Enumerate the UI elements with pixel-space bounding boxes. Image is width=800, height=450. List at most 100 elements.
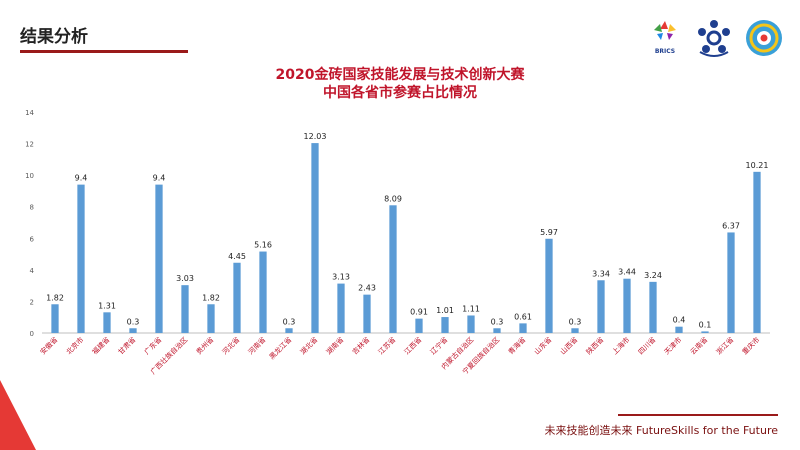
data-label: 3.34 xyxy=(592,269,610,278)
data-label: 3.24 xyxy=(644,271,662,280)
x-tick-label: 上海市 xyxy=(610,335,631,356)
x-tick-label: 四川省 xyxy=(636,335,657,356)
x-tick-label: 青海省 xyxy=(506,335,527,356)
x-tick-label: 浙江省 xyxy=(714,335,735,356)
y-tick-label: 12 xyxy=(25,141,34,149)
x-tick-label: 陕西省 xyxy=(584,335,605,356)
y-tick-label: 4 xyxy=(30,267,35,275)
competition-emblem-logo xyxy=(694,18,734,62)
footer-rule xyxy=(618,414,778,416)
data-label: 3.44 xyxy=(618,268,636,277)
data-label: 0.3 xyxy=(491,317,504,326)
y-tick-label: 14 xyxy=(25,109,34,117)
bar xyxy=(77,184,85,333)
y-tick-label: 6 xyxy=(30,235,35,243)
bar xyxy=(519,323,527,333)
bar xyxy=(259,251,267,333)
corner-decoration xyxy=(0,380,36,450)
section-title: 结果分析 xyxy=(20,27,88,47)
bar xyxy=(181,285,189,333)
bar xyxy=(597,280,605,333)
x-tick-label: 河南省 xyxy=(246,335,267,356)
logo-group: BRICS xyxy=(648,18,788,62)
x-tick-label: 湖北省 xyxy=(298,335,319,356)
data-label: 1.31 xyxy=(98,301,116,310)
data-label: 9.4 xyxy=(75,174,88,183)
bar xyxy=(415,318,423,333)
data-label: 6.37 xyxy=(722,221,740,230)
data-label: 0.3 xyxy=(569,317,582,326)
chart-title-line2: 中国各省市参赛占比情况 xyxy=(323,85,477,101)
x-tick-label: 黑龙江省 xyxy=(267,335,293,361)
x-tick-label: 安徽省 xyxy=(38,335,59,356)
data-label: 1.82 xyxy=(46,293,64,302)
data-label: 1.82 xyxy=(202,293,220,302)
bar xyxy=(571,328,579,333)
data-label: 0.4 xyxy=(673,316,686,325)
brics-logo-text: BRICS xyxy=(654,48,676,55)
x-tick-label: 福建省 xyxy=(90,335,111,356)
x-tick-label: 山东省 xyxy=(532,335,553,356)
bar xyxy=(337,283,345,333)
bar xyxy=(285,328,293,333)
bar xyxy=(649,281,657,333)
data-label: 8.09 xyxy=(384,194,402,203)
section-title-underline xyxy=(20,50,188,53)
data-label: 1.01 xyxy=(436,306,454,315)
data-label: 4.45 xyxy=(228,252,246,261)
bar xyxy=(675,326,683,333)
data-label: 1.11 xyxy=(462,304,480,313)
data-label: 10.21 xyxy=(746,161,769,170)
bar xyxy=(623,278,631,333)
chart-title-line1: 2020金砖国家技能发展与技术创新大赛 xyxy=(275,67,525,83)
bar xyxy=(389,205,397,333)
x-tick-label: 贵州省 xyxy=(194,335,215,356)
bar xyxy=(207,304,215,333)
bar xyxy=(51,304,59,333)
data-label: 5.16 xyxy=(254,241,272,250)
data-label: 0.91 xyxy=(410,308,428,317)
data-label: 0.3 xyxy=(283,317,296,326)
globe-emblem-logo xyxy=(744,18,784,62)
bar xyxy=(155,184,163,333)
y-tick-label: 8 xyxy=(30,204,34,212)
bar xyxy=(233,262,241,333)
bar xyxy=(467,315,475,333)
bar xyxy=(727,232,735,333)
x-tick-label: 天津市 xyxy=(662,335,683,356)
bar xyxy=(701,331,709,333)
y-tick-label: 0 xyxy=(30,330,34,338)
footer-slogan: 未来技能创造未来 FutureSkills for the Future xyxy=(544,424,778,437)
y-tick-label: 2 xyxy=(30,298,34,306)
data-label: 9.4 xyxy=(153,174,166,183)
x-tick-label: 江西省 xyxy=(402,335,423,356)
bar xyxy=(103,312,111,333)
x-tick-label: 甘肃省 xyxy=(116,335,137,356)
data-label: 3.13 xyxy=(332,273,350,282)
bar xyxy=(441,317,449,333)
data-label: 0.1 xyxy=(699,320,712,329)
data-label: 3.03 xyxy=(176,274,194,283)
bar xyxy=(129,328,137,333)
data-label: 0.61 xyxy=(514,312,532,321)
x-tick-label: 云南省 xyxy=(688,335,709,356)
x-tick-label: 辽宁省 xyxy=(428,335,449,356)
data-label: 5.97 xyxy=(540,228,558,237)
data-label: 2.43 xyxy=(358,284,376,293)
x-tick-label: 江苏省 xyxy=(376,335,397,356)
x-tick-label: 湖南省 xyxy=(324,335,345,356)
y-tick-label: 10 xyxy=(25,172,34,180)
brics-business-council-logo: BRICS xyxy=(648,18,682,55)
data-label: 0.3 xyxy=(127,317,140,326)
bar xyxy=(311,143,319,333)
bar xyxy=(493,328,501,333)
bar xyxy=(753,171,761,333)
x-tick-label: 广东省 xyxy=(142,335,163,356)
bar xyxy=(545,238,553,333)
x-tick-label: 吉林省 xyxy=(350,335,371,356)
x-tick-label: 重庆市 xyxy=(740,335,761,356)
bar xyxy=(363,294,371,333)
x-tick-label: 北京市 xyxy=(64,335,85,356)
x-tick-label: 河北省 xyxy=(220,335,241,356)
